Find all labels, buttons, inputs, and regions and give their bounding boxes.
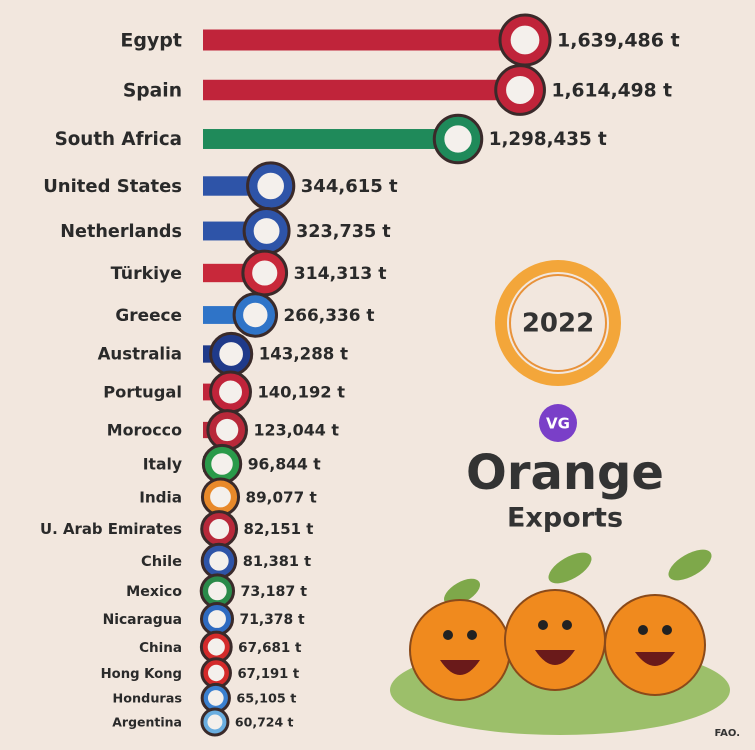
flag-inner	[204, 686, 228, 710]
flag-inner	[237, 297, 273, 333]
eye	[638, 625, 648, 635]
category-label: Argentina	[112, 715, 182, 730]
category-label: Nicaragua	[103, 612, 182, 628]
value-label: 140,192 t	[257, 383, 345, 402]
leaf	[443, 578, 481, 606]
illustration	[390, 549, 730, 735]
year-ring	[495, 260, 621, 386]
flag-inner	[214, 375, 247, 409]
category-label: Australia	[98, 345, 182, 364]
category-label: United States	[43, 176, 182, 197]
flag-inner	[251, 166, 290, 206]
category-label: China	[139, 640, 182, 656]
year: 2022	[522, 309, 594, 339]
category-label: Netherlands	[60, 222, 182, 242]
flag-inner	[204, 514, 234, 544]
flag-inner	[214, 337, 249, 371]
value-label: 82,151 t	[244, 520, 314, 538]
eye	[443, 630, 453, 640]
value-label: 143,288 t	[259, 345, 348, 364]
flag-inner	[204, 661, 228, 685]
flag-inner	[204, 634, 229, 660]
flag-inner	[438, 119, 478, 159]
orange	[409, 599, 511, 701]
value-label: 314,313 t	[294, 264, 387, 284]
category-label: Spain	[123, 81, 182, 102]
category-label: Italy	[143, 456, 182, 474]
bar	[203, 129, 459, 149]
category-label: South Africa	[55, 129, 182, 150]
flag-inner	[206, 448, 238, 480]
category-label: Mexico	[126, 584, 182, 600]
mouth	[535, 650, 575, 665]
category-label: Portugal	[103, 383, 182, 402]
category-label: Honduras	[113, 692, 183, 707]
bar	[203, 29, 525, 51]
category-label: Morocco	[107, 421, 182, 440]
category-label: Chile	[141, 553, 182, 570]
mouth	[440, 660, 480, 675]
flag-inner	[211, 414, 244, 446]
value-label: 81,381 t	[243, 553, 311, 570]
value-label: 123,044 t	[253, 421, 339, 440]
flag-inner	[499, 69, 541, 111]
flag-inner	[248, 212, 286, 250]
flag-inner	[204, 577, 231, 605]
eye	[562, 620, 572, 630]
value-label: 60,724 t	[235, 715, 294, 730]
chart-subtitle: Exports	[507, 503, 623, 534]
category-label: Egypt	[120, 30, 182, 52]
category-label: Greece	[115, 305, 182, 325]
value-label: 96,844 t	[248, 456, 322, 474]
chart-title: Orange	[466, 445, 664, 501]
eye	[662, 625, 672, 635]
value-label: 89,077 t	[246, 489, 317, 507]
eye	[538, 620, 548, 630]
eye	[467, 630, 477, 640]
category-label: India	[139, 489, 182, 507]
orange	[604, 594, 706, 696]
value-label: 73,187 t	[241, 584, 308, 600]
value-label: 71,378 t	[240, 612, 305, 628]
category-label: U. Arab Emirates	[40, 520, 182, 538]
value-label: 1,614,498 t	[551, 81, 672, 102]
flag-inner	[246, 254, 283, 292]
value-label: 266,336 t	[284, 305, 375, 325]
flag-inner	[204, 606, 230, 632]
value-label: 67,681 t	[238, 640, 302, 656]
mouth	[635, 652, 675, 666]
value-label: 65,105 t	[236, 692, 296, 707]
logo: VG	[546, 415, 570, 433]
value-label: 1,298,435 t	[489, 129, 607, 150]
value-label: 1,639,486 t	[557, 30, 680, 52]
value-label: 67,191 t	[237, 667, 299, 682]
logo-badge	[539, 404, 577, 442]
bar	[203, 79, 521, 101]
year-ring-inner	[509, 274, 607, 372]
value-label: 344,615 t	[301, 176, 398, 197]
source: FAO.	[714, 728, 740, 739]
flag-inner	[205, 482, 236, 512]
leaf	[548, 552, 592, 584]
category-label: Hong Kong	[101, 667, 182, 682]
category-label: Türkiye	[111, 264, 182, 284]
flag-inner	[504, 19, 546, 61]
flag-inner	[205, 547, 233, 575]
leaf	[668, 549, 712, 581]
orange	[504, 589, 606, 691]
flag-inner	[204, 711, 226, 733]
value-label: 323,735 t	[296, 222, 391, 242]
